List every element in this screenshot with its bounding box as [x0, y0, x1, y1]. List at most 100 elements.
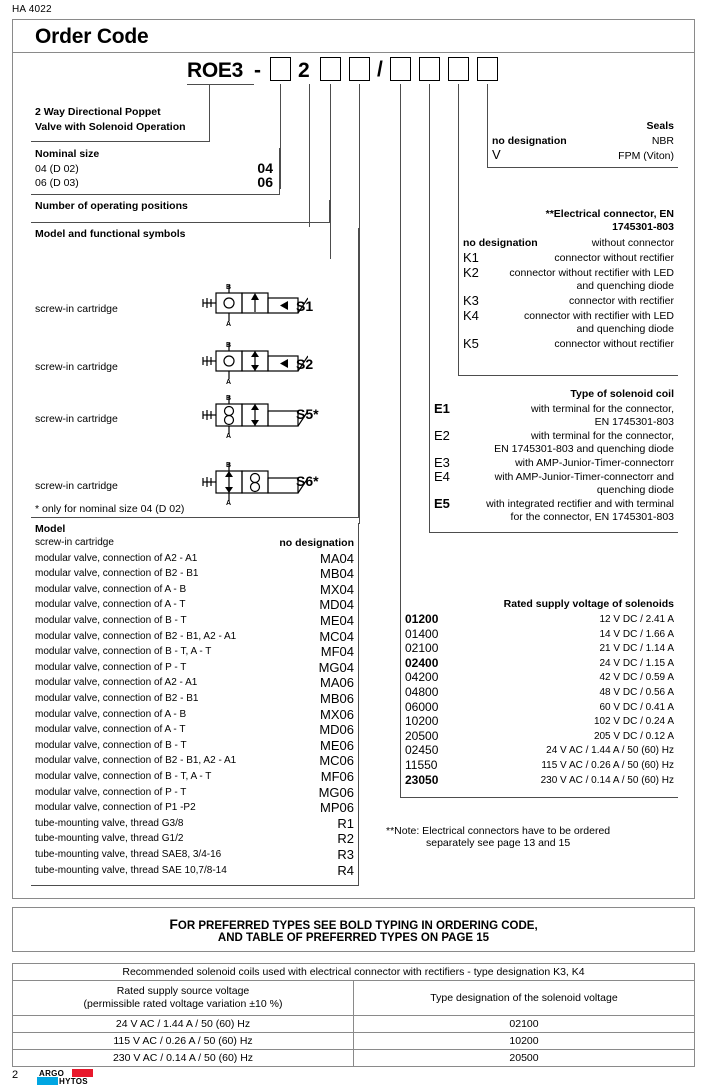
voltage-row-6-value: 60 V DC / 0.41 A [599, 701, 675, 713]
model-row-16-code: MG06 [318, 784, 354, 800]
voltage-row-8-code: 20500 [405, 728, 439, 743]
table-row-1-voltage: 115 V AC / 0.26 A / 50 (60) Hz [12, 1032, 354, 1051]
model-row-6-code: MC04 [319, 628, 354, 644]
table-body: 24 V AC / 1.44 A / 50 (60) Hz 02100 115 V … [12, 1015, 695, 1068]
connector-title-line2: 1745301-803 [612, 221, 674, 233]
model-row-5-desc: modular valve, connection of B - T [35, 615, 187, 626]
rated-voltage-block: Rated supply voltage of solenoids 01200 1… [400, 598, 678, 798]
model-row-11-desc: modular valve, connection of A - B [35, 708, 187, 720]
table-row-2-voltage: 230 V AC / 0.14 A / 50 (60) Hz [12, 1049, 354, 1068]
panel-title-bar: Order Code [13, 20, 694, 53]
table-row-2-designation: 20500 [353, 1049, 695, 1068]
coil-row-0-line-0: with terminal for the connector, [531, 403, 674, 415]
table-row: 230 V AC / 0.14 A / 50 (60) Hz 20500 [12, 1049, 695, 1068]
voltage-row-11-code: 23050 [405, 772, 439, 787]
model-row-9-code: MA06 [320, 675, 354, 691]
model-row-14-code: MC06 [319, 753, 354, 769]
voltage-row-7-code: 10200 [405, 714, 439, 729]
model-row-0-code: no designation [279, 537, 354, 549]
model-row-10-code: MB06 [320, 691, 354, 706]
recommended-coils-table: Recommended solenoid coils used with ele… [12, 963, 695, 1068]
order-code-box-1[interactable] [270, 57, 291, 81]
preferred-types-line1-rest: OR PREFERRED TYPES SEE BOLD TYPING IN OR… [177, 919, 538, 932]
order-code-slash: / [377, 58, 383, 81]
coil-row-2-line-0: with AMP-Junior-Timer-connectorr [515, 457, 674, 469]
model-list-title: Model [35, 523, 66, 535]
voltage-row-9-value: 24 V AC / 1.44 A / 50 (60) Hz [546, 745, 674, 757]
operating-positions-title: Number of operating positions [35, 200, 188, 212]
order-code-box-4[interactable] [390, 57, 411, 81]
voltage-row-10-value: 115 V AC / 0.26 A / 50 (60) Hz [541, 760, 674, 771]
voltage-row-10-code: 11550 [405, 758, 438, 772]
valve-symbol-s1-icon: B A [198, 282, 308, 326]
coil-row-3-line-0: with AMP-Junior-Timer-connectorr and [494, 471, 674, 483]
symbol-row-3-desc: screw-in cartridge [35, 480, 118, 492]
coil-row-0-key: E1 [434, 401, 450, 416]
voltage-row-1-code: 01400 [405, 626, 439, 641]
nominal-size-block: Nominal size 04 (D 02) 06 (D 03) 04 06 [31, 148, 280, 195]
svg-text:A: A [226, 500, 231, 505]
order-code-box-7[interactable] [477, 57, 498, 81]
voltage-row-9-code: 02450 [405, 743, 439, 758]
logo-word-hytos: HYTOS [59, 1077, 88, 1086]
order-code-row: ROE3 - 2 / [13, 53, 694, 86]
valve-symbol-s5-icon: B A [198, 392, 308, 438]
connector-row-1-key: K1 [463, 250, 479, 265]
voltage-row-0-code: 01200 [405, 612, 439, 626]
valve-symbol-s6-icon: B A [198, 459, 308, 505]
order-code-box-5[interactable] [419, 57, 440, 81]
model-row-8-desc: modular valve, connection of P - T [35, 661, 187, 673]
connector-row-1-line-0: connector without rectifier [554, 252, 674, 264]
product-name-line2: Valve with Solenoid Operation [35, 121, 186, 133]
connector-row-2-key: K2 [463, 265, 479, 280]
model-row-1-code: MA04 [320, 550, 354, 566]
leader-voltage [400, 84, 401, 604]
connector-row-5-key: K5 [463, 336, 479, 351]
connector-note-line2: separately see page 13 and 15 [426, 837, 571, 849]
voltage-title: Rated supply voltage of solenoids [503, 598, 674, 610]
symbol-row-0-desc: screw-in cartridge [35, 303, 118, 315]
nominal-size-row-0-code: 04 [257, 160, 273, 176]
functional-symbols-title: Model and functional symbols [35, 228, 186, 240]
model-row-19-code: R2 [337, 831, 354, 847]
model-row-7-desc: modular valve, connection of B - T, A - … [35, 646, 212, 658]
voltage-row-2-value: 21 V DC / 1.14 A [599, 643, 675, 655]
connector-row-2-line-1: and quenching diode [576, 280, 674, 292]
seals-row-1-value: FPM (Viton) [618, 150, 674, 162]
voltage-row-4-code: 04200 [405, 670, 439, 685]
connector-row-0-key: no designation [463, 237, 538, 249]
model-row-12-code: MD06 [319, 722, 354, 738]
order-code-box-3[interactable] [349, 57, 370, 81]
product-name-line1: 2 Way Directional Poppet [35, 106, 161, 118]
table-row-0-designation: 02100 [353, 1015, 695, 1034]
preferred-types-line2: AND TABLE OF PREFERRED TYPES ON PAGE 15 [217, 931, 490, 944]
voltage-row-5-value: 48 V DC / 0.56 A [599, 687, 675, 698]
symbol-row-3-code: S6* [296, 473, 319, 489]
electrical-connector-block: **Electrical connector, EN 1745301-803 n… [458, 208, 678, 376]
seals-block: Seals no designation NBR V FPM (Viton) [487, 120, 678, 168]
voltage-row-0-value: 12 V DC / 2.41 A [599, 614, 675, 625]
coil-row-4-line-1: for the connector, EN 1745301-803 [510, 511, 674, 523]
model-row-3-desc: modular valve, connection of A - B [35, 583, 187, 595]
model-row-7-code: MF04 [320, 644, 354, 660]
coil-row-1-line-1: EN 1745301-803 and quenching diode [494, 443, 674, 455]
model-row-3-code: MX04 [320, 581, 354, 597]
svg-text:B: B [226, 342, 231, 349]
model-row-4-code: MD04 [319, 597, 354, 613]
seals-row-1-key: V [492, 147, 501, 162]
argo-hytos-logo: ARGO HYTOS [37, 1069, 95, 1086]
connector-row-3-line-0: connector with rectifier [568, 295, 674, 307]
prefix-underline [187, 84, 254, 85]
voltage-row-3-value: 24 V DC / 1.15 A [599, 657, 675, 669]
order-code-box-6[interactable] [448, 57, 469, 81]
table-row-1-designation: 10200 [353, 1032, 695, 1051]
coil-title: Type of solenoid coil [570, 388, 674, 400]
svg-text:B: B [226, 284, 231, 291]
voltage-row-3-code: 02400 [405, 655, 439, 670]
order-code-digit-2: 2 [298, 59, 310, 82]
preferred-types-line1-initial: F [169, 915, 178, 932]
model-list-block: Model screw-in cartridge no designation mo… [31, 523, 359, 886]
nominal-size-row-1-desc: 06 (D 03) [35, 177, 79, 189]
order-code-box-2[interactable] [320, 57, 341, 81]
model-row-15-desc: modular valve, connection of B - T, A - … [35, 771, 212, 782]
